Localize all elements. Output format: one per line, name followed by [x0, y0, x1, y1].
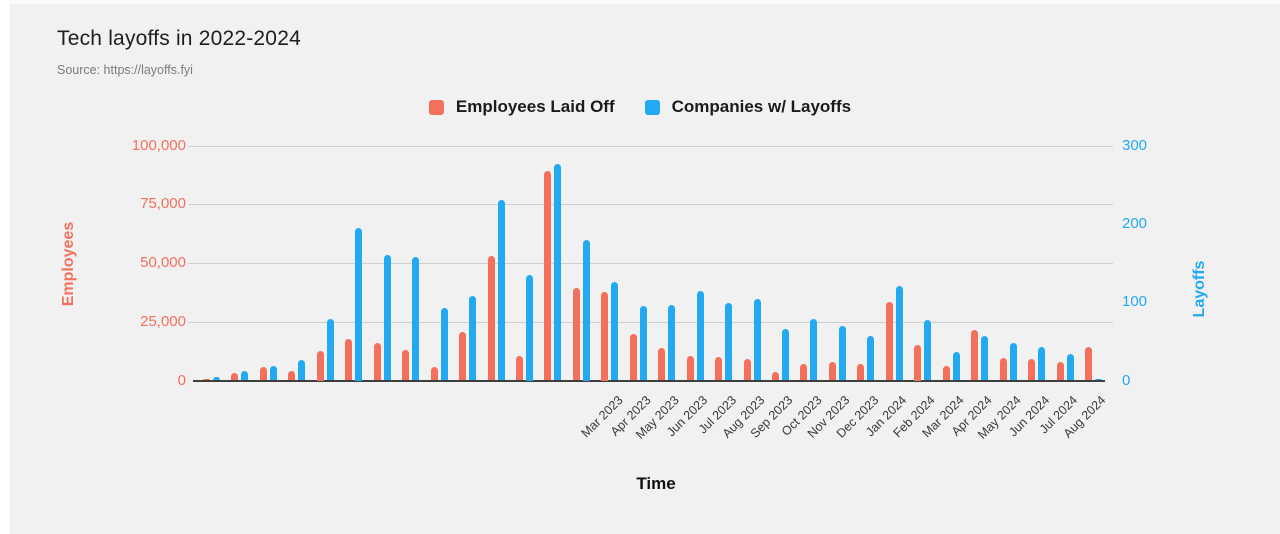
companies-bar[interactable]	[611, 281, 619, 381]
companies-bar[interactable]	[1066, 353, 1074, 381]
employees-bar[interactable]	[515, 355, 523, 381]
companies-bar[interactable]	[213, 377, 220, 381]
companies-bar[interactable]	[639, 306, 647, 381]
employees-bar[interactable]	[316, 351, 324, 381]
employees-bar[interactable]	[828, 362, 836, 381]
employees-bar[interactable]	[629, 333, 637, 381]
employees-bar[interactable]	[373, 342, 381, 381]
employees-bar[interactable]	[203, 379, 210, 381]
gridline	[188, 321, 1113, 323]
companies-bar[interactable]	[725, 302, 733, 381]
employees-bar[interactable]	[601, 292, 609, 381]
employees-bar[interactable]	[686, 355, 694, 381]
employees-bar[interactable]	[971, 329, 979, 381]
top-edge-strip	[10, 0, 1280, 4]
companies-bar[interactable]	[469, 295, 477, 381]
employees-bar[interactable]	[942, 366, 950, 381]
companies-bar[interactable]	[241, 371, 249, 381]
employees-bar[interactable]	[487, 255, 495, 381]
companies-bar[interactable]	[298, 360, 306, 381]
employees-bar[interactable]	[1084, 346, 1092, 381]
companies-bar[interactable]	[269, 366, 277, 381]
y-right-tick-label: 300	[1122, 136, 1148, 154]
y-right-tick-label: 100	[1122, 293, 1148, 311]
y-axis-title-left: Employees	[60, 221, 77, 307]
legend-item-companies[interactable]: Companies w/ Layoffs	[644, 97, 852, 117]
companies-bar[interactable]	[924, 320, 932, 381]
y-left-tick-label: 100,000	[131, 136, 186, 154]
employees-bar[interactable]	[430, 366, 438, 381]
companies-bar[interactable]	[554, 164, 562, 381]
employees-bar[interactable]	[1028, 358, 1036, 381]
legend-item-employees[interactable]: Employees Laid Off	[428, 97, 615, 117]
companies-bar[interactable]	[497, 200, 505, 381]
gridline	[188, 145, 1113, 147]
employees-bar[interactable]	[259, 367, 267, 381]
employees-bar[interactable]	[231, 373, 239, 381]
employees-bar[interactable]	[772, 371, 779, 381]
left-edge-strip	[0, 0, 10, 534]
y-axis-title-right: Layoffs	[1191, 260, 1208, 318]
employees-bar[interactable]	[800, 364, 808, 381]
companies-bar[interactable]	[1038, 346, 1046, 381]
employees-bar[interactable]	[544, 170, 552, 381]
y-left-tick-label: 50,000	[140, 254, 186, 271]
employees-bar[interactable]	[715, 357, 723, 381]
x-axis-title: Time	[636, 474, 676, 493]
companies-bar[interactable]	[867, 335, 875, 381]
x-axis-baseline	[193, 379, 1105, 382]
companies-bar[interactable]	[355, 227, 363, 381]
gridline	[188, 263, 1113, 264]
companies-bar[interactable]	[753, 299, 761, 381]
legend: Employees Laid Off Companies w/ Layoffs	[0, 97, 1280, 117]
employees-bar[interactable]	[572, 287, 580, 381]
legend-label-companies: Companies w/ Layoffs	[671, 97, 852, 116]
companies-bar[interactable]	[582, 239, 590, 381]
companies-bar[interactable]	[810, 319, 818, 381]
companies-bar[interactable]	[981, 335, 989, 381]
employees-bar[interactable]	[999, 357, 1007, 381]
companies-bar[interactable]	[895, 285, 903, 381]
gridline	[188, 204, 1113, 206]
employees-bar[interactable]	[288, 371, 296, 381]
employees-bar[interactable]	[402, 349, 410, 381]
companies-bar[interactable]	[696, 291, 704, 381]
employees-bar[interactable]	[345, 338, 353, 381]
employees-bar[interactable]	[658, 347, 666, 381]
companies-swatch-icon	[644, 99, 660, 115]
employees-bar[interactable]	[743, 359, 751, 381]
companies-bar[interactable]	[952, 352, 960, 381]
y-right-tick-label: 200	[1122, 214, 1148, 232]
companies-bar[interactable]	[383, 255, 391, 381]
y-left-tick-label: 0	[177, 371, 186, 389]
companies-bar[interactable]	[525, 274, 533, 381]
companies-bar[interactable]	[412, 256, 420, 381]
chart-title: Tech layoffs in 2022-2024	[57, 27, 301, 50]
employees-bar[interactable]	[459, 331, 467, 381]
companies-bar[interactable]	[326, 319, 334, 381]
employees-bar[interactable]	[857, 363, 865, 381]
legend-label-employees: Employees Laid Off	[455, 97, 615, 116]
employees-swatch-icon	[428, 99, 444, 115]
companies-bar[interactable]	[782, 328, 789, 381]
chart-source: Source: https://layoffs.fyi	[57, 63, 193, 77]
companies-bar[interactable]	[440, 308, 448, 381]
companies-bar[interactable]	[668, 305, 676, 381]
companies-bar[interactable]	[1094, 378, 1102, 381]
companies-bar[interactable]	[838, 326, 846, 381]
companies-bar[interactable]	[1009, 342, 1017, 381]
employees-bar[interactable]	[914, 345, 922, 381]
employees-bar[interactable]	[885, 301, 893, 381]
employees-bar[interactable]	[1056, 362, 1064, 381]
y-left-tick-label: 25,000	[140, 312, 186, 330]
y-right-tick-label: 0	[1122, 371, 1131, 389]
y-left-tick-label: 75,000	[140, 195, 186, 213]
